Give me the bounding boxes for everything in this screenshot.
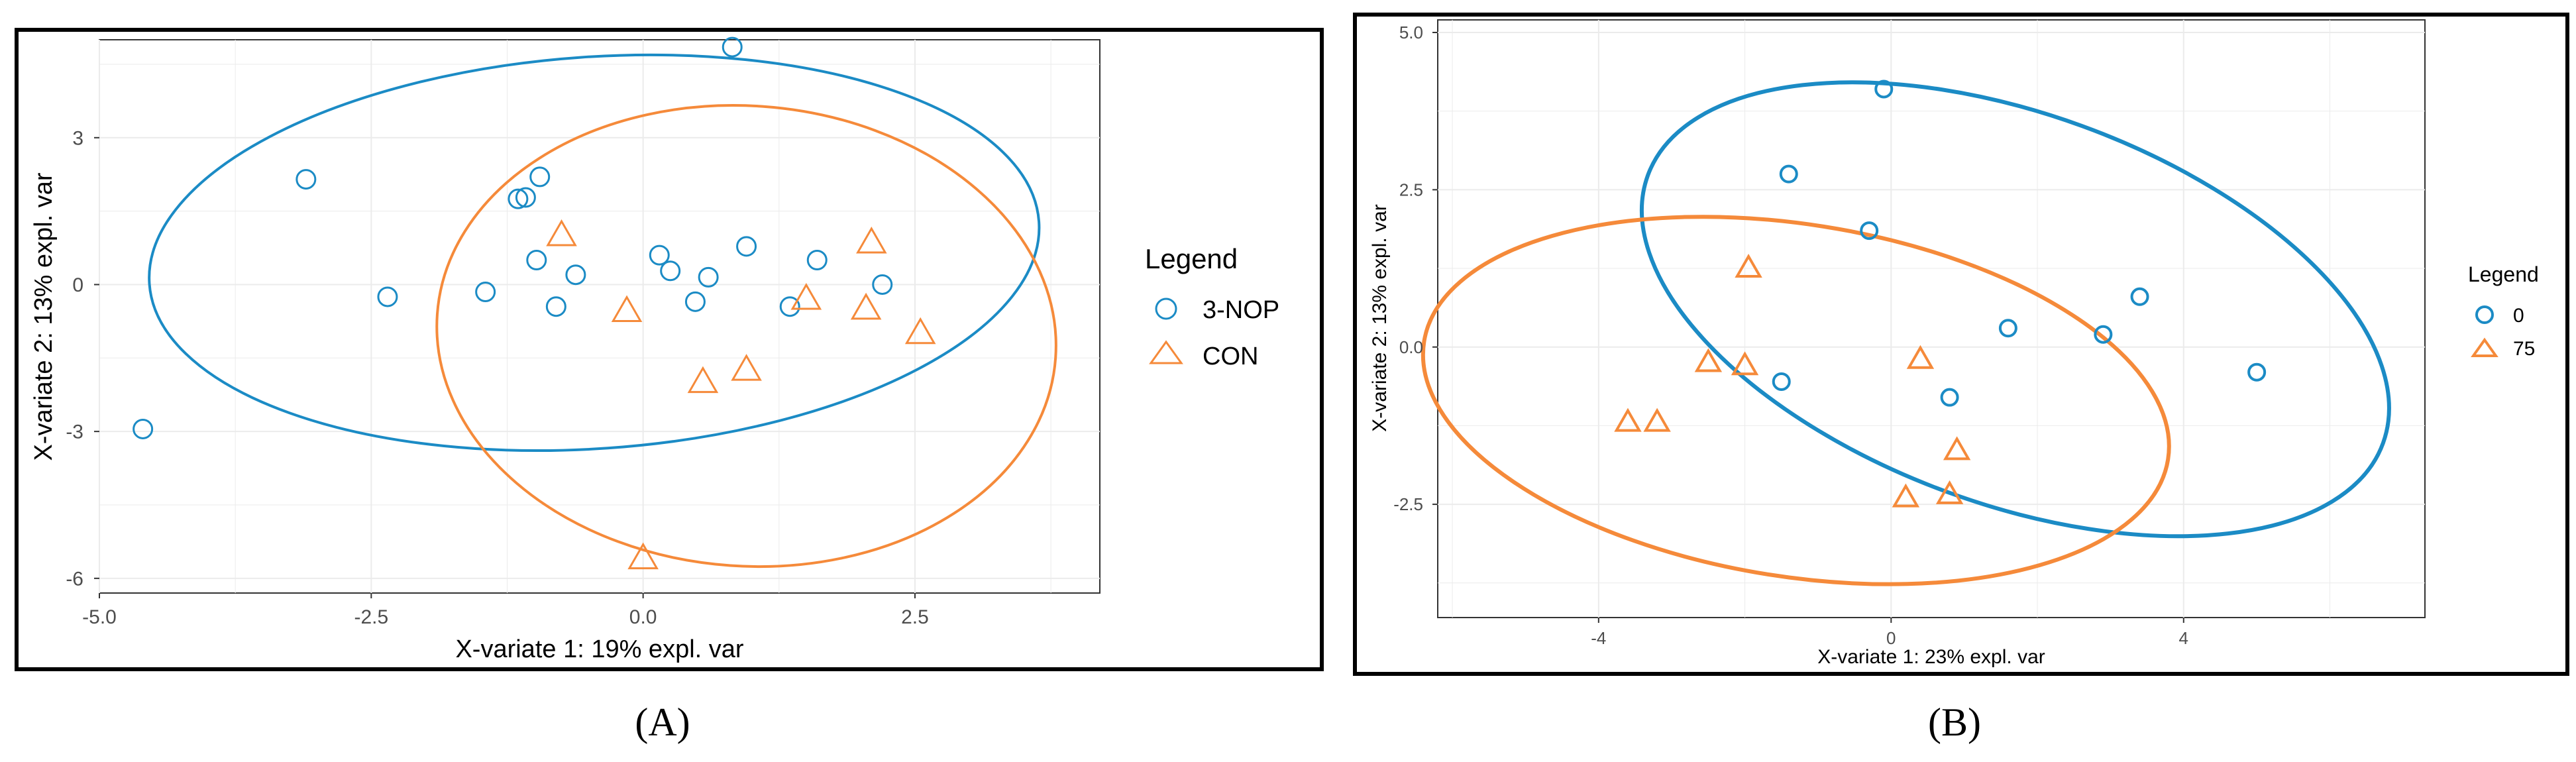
confidence-ellipse-triangle xyxy=(435,104,1057,569)
confidence-ellipse-circle xyxy=(1639,80,2391,539)
data-point-circle xyxy=(722,36,743,58)
data-point-circle xyxy=(684,291,706,312)
panel-b-ellipses xyxy=(1421,80,2391,586)
y-tick-label: 0 xyxy=(72,274,83,296)
data-point-circle xyxy=(1874,80,1894,99)
panel-b-legend-circle-icon xyxy=(2475,305,2494,324)
data-point-circle xyxy=(649,245,670,266)
data-point-triangle xyxy=(546,219,577,246)
y-tick-label: -6 xyxy=(66,568,83,590)
panel-b-grid xyxy=(1438,20,2425,618)
data-point-circle xyxy=(1940,388,1959,407)
panel-a-legend-triangle-icon xyxy=(1149,340,1183,364)
y-tick-label: -3 xyxy=(66,421,83,443)
data-point-circle xyxy=(2094,325,2113,344)
data-point-triangle xyxy=(731,354,762,381)
data-point-circle xyxy=(872,274,893,295)
panel-b-legend: Legend 0 75 xyxy=(2468,262,2539,360)
y-tick-label: -2.5 xyxy=(1393,494,1423,514)
panel-a-grid xyxy=(99,40,1100,593)
x-tick-label: 4 xyxy=(2179,628,2188,648)
panel-b: -4 0 4 -2.5 0.0 2.5 5.0 X-variate 1: 23% expl… xyxy=(1353,13,2569,744)
data-point-triangle xyxy=(1906,345,1935,369)
panel-a-y-axis-label: X-variate 2: 13% expl. var xyxy=(30,172,58,461)
data-point-circle xyxy=(565,264,586,286)
data-point-circle xyxy=(698,266,719,288)
x-tick-label: -4 xyxy=(1591,628,1606,648)
data-point-circle xyxy=(1772,372,1791,391)
data-point-circle xyxy=(660,260,681,282)
data-point-triangle xyxy=(1694,348,1723,372)
panel-a-points xyxy=(133,36,936,570)
confidence-ellipse-circle xyxy=(148,53,1041,453)
panel-b-caption: (B) xyxy=(1928,700,1981,744)
data-point-triangle xyxy=(611,295,643,323)
panel-b-legend-title: Legend xyxy=(2468,262,2539,286)
panel-a-legend-label-1: 3-NOP xyxy=(1203,296,1279,324)
data-point-triangle xyxy=(1935,480,1964,504)
panel-a-legend-title: Legend xyxy=(1145,243,1238,274)
panel-b-x-axis-label: X-variate 1: 23% expl. var xyxy=(1817,646,2045,668)
x-tick-label: 0.0 xyxy=(629,606,657,628)
panel-a-y-ticks: -6 -3 0 3 xyxy=(66,127,99,590)
data-point-circle xyxy=(806,250,828,271)
data-point-circle xyxy=(295,169,317,190)
y-tick-label: 0.0 xyxy=(1399,337,1423,357)
panel-a-legend-label-2: CON xyxy=(1203,343,1258,370)
data-point-circle xyxy=(736,236,757,257)
panel-a: -5.0 -2.5 0.0 2.5 -6 -3 0 3 X-variate 1: 19% e… xyxy=(15,28,1324,744)
data-point-triangle xyxy=(790,283,822,310)
panel-a-x-axis-label: X-variate 1: 19% expl. var xyxy=(455,635,743,663)
data-point-circle xyxy=(529,166,551,188)
panel-b-legend-label-2: 75 xyxy=(2513,338,2535,360)
panel-b-y-axis-label: X-variate 2: 13% expl. var xyxy=(1369,204,1391,432)
data-point-triangle xyxy=(1735,254,1762,278)
data-point-circle xyxy=(526,250,547,271)
panel-a-legend: Legend 3-NOP CON xyxy=(1145,243,1279,370)
panel-b-y-ticks: -2.5 0.0 2.5 5.0 xyxy=(1393,23,1438,514)
data-point-circle xyxy=(475,282,496,303)
data-point-circle xyxy=(1998,319,2017,338)
x-tick-label: -5.0 xyxy=(82,606,117,628)
panel-a-caption: (A) xyxy=(635,700,690,744)
y-tick-label: 2.5 xyxy=(1399,180,1423,199)
panel-a-plot-area xyxy=(99,39,1100,594)
data-point-circle xyxy=(1860,221,1879,241)
data-point-triangle xyxy=(627,542,659,570)
data-point-triangle xyxy=(904,317,936,345)
panel-a-legend-circle-icon xyxy=(1155,298,1177,320)
data-point-circle xyxy=(515,187,536,208)
panel-b-legend-triangle-icon xyxy=(2471,337,2498,357)
data-point-triangle xyxy=(1731,351,1759,376)
data-point-circle xyxy=(779,296,800,317)
confidence-ellipse-triangle xyxy=(1421,215,2171,586)
data-point-triangle xyxy=(850,292,882,320)
panel-b-points xyxy=(1614,80,2267,508)
panel-a-ellipses xyxy=(148,53,1057,569)
data-point-circle xyxy=(133,418,154,439)
data-point-circle xyxy=(545,296,566,317)
data-point-triangle xyxy=(856,227,887,254)
panel-a-x-ticks: -5.0 -2.5 0.0 2.5 xyxy=(82,593,929,628)
data-point-circle xyxy=(377,286,398,307)
data-point-circle xyxy=(508,188,529,209)
y-tick-label: 5.0 xyxy=(1399,23,1423,42)
data-point-triangle xyxy=(1943,436,1971,461)
data-point-triangle xyxy=(1892,483,1920,508)
panel-b-x-ticks: -4 0 4 xyxy=(1591,618,2188,648)
data-point-circle xyxy=(2130,287,2149,306)
data-point-triangle xyxy=(1614,408,1642,432)
data-point-triangle xyxy=(1643,408,1671,432)
panel-b-legend-label-1: 0 xyxy=(2513,305,2524,327)
data-point-triangle xyxy=(687,366,719,394)
x-tick-label: 2.5 xyxy=(901,606,929,628)
x-tick-label: 0 xyxy=(1886,628,1896,648)
x-tick-label: -2.5 xyxy=(354,606,388,628)
data-point-circle xyxy=(2247,362,2267,382)
y-tick-label: 3 xyxy=(72,127,83,149)
data-point-circle xyxy=(1779,164,1798,184)
panel-b-plot-area xyxy=(1437,19,2426,618)
